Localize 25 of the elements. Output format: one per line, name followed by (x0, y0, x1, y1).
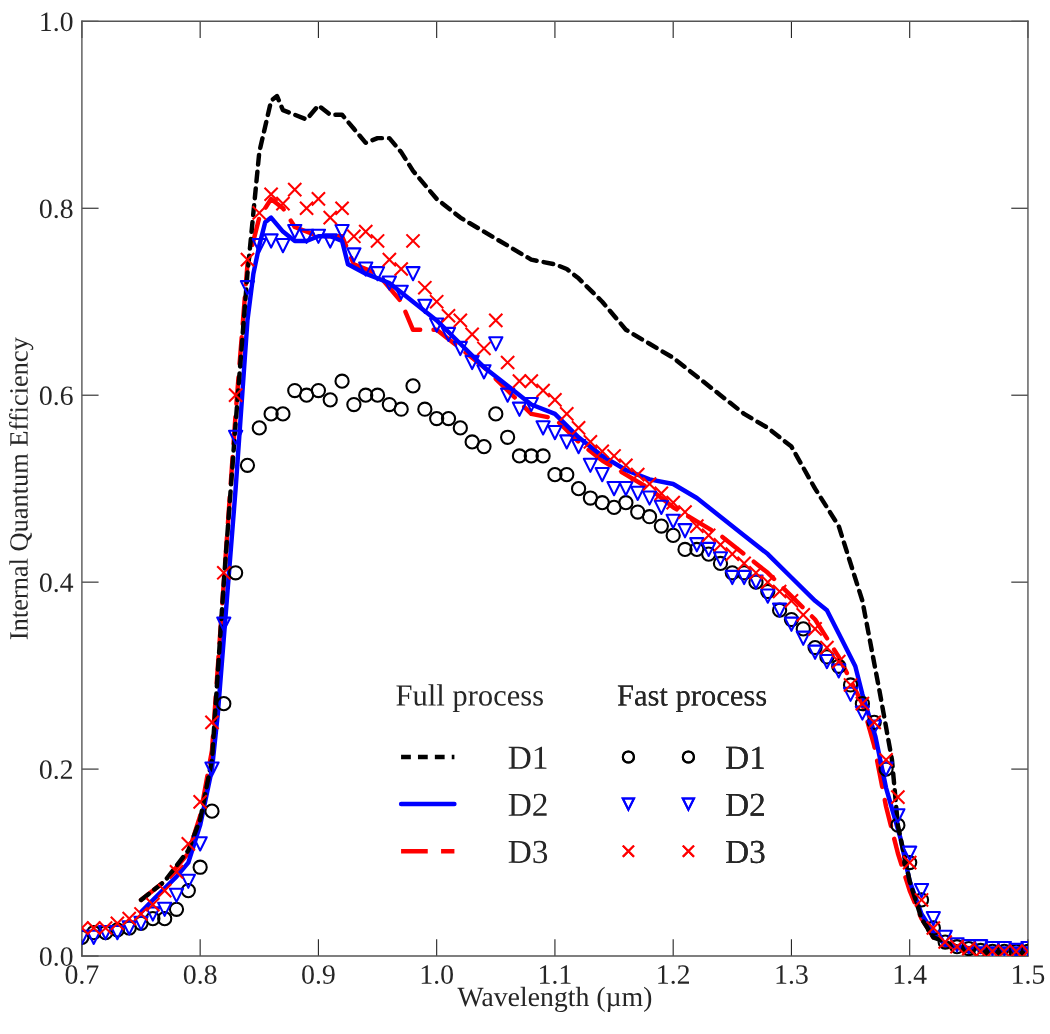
x-tick-label: 1.1 (540, 965, 571, 985)
x-tick-label: 0.7 (65, 965, 99, 985)
y-tick-label: 0.4 (39, 573, 74, 593)
x-tick-label: 1.4 (894, 965, 927, 985)
legend-label: D3 (726, 840, 765, 864)
x-tick-label: 1.2 (658, 965, 690, 985)
x-tick-label: 1.0 (421, 965, 453, 985)
x-tick-label: 0.9 (302, 965, 335, 985)
legend-label: D3 (508, 840, 548, 864)
y-tick-label: 0.6 (39, 386, 73, 406)
legend-label: D2 (508, 793, 547, 816)
legend-label: D1 (508, 746, 547, 769)
x-tick-label: 0.8 (183, 965, 217, 985)
y-tick-label: 1.0 (41, 12, 73, 32)
annotation: Fast process (617, 685, 767, 712)
legend-label: D2 (726, 793, 764, 816)
x-tick-label: 1.3 (776, 965, 808, 985)
legend-label: D1 (726, 746, 764, 769)
y-tick-label: 0.0 (39, 947, 73, 967)
x-tick-label: 1.5 (1013, 965, 1045, 985)
y-tick-label: 0.2 (39, 760, 73, 780)
annotation: Full process (396, 684, 543, 712)
x-axis-title: Wavelength (µm) (457, 986, 652, 1013)
y-tick-label: 0.8 (39, 199, 73, 219)
y-axis-title: Internal Quantum Efficiency (9, 337, 34, 640)
